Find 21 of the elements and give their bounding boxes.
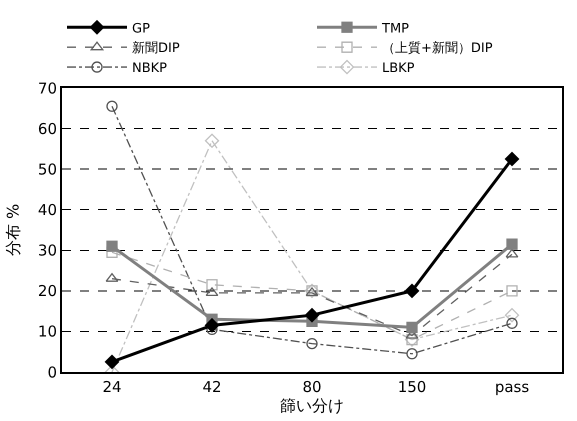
x-tick-label: 150 xyxy=(398,378,426,396)
y-tick-label: 70 xyxy=(38,79,57,98)
y-tick-label: 50 xyxy=(38,160,57,178)
y-tick-label: 40 xyxy=(38,200,57,219)
x-tick-label: 24 xyxy=(102,378,122,396)
legend-label: （上質+新聞）DIP xyxy=(382,41,493,56)
legend-label: NBKP xyxy=(132,61,168,76)
y-tick-label: 30 xyxy=(38,242,57,260)
y-tick-label: 20 xyxy=(38,282,57,300)
x-axis-title: 篩い分け xyxy=(280,396,344,415)
y-tick-label: 60 xyxy=(38,120,57,138)
legend-label: 新聞DIP xyxy=(132,41,180,56)
legend-label: GP xyxy=(132,21,150,36)
legend-label: TMP xyxy=(381,21,410,36)
y-tick-label: 10 xyxy=(38,322,57,341)
x-tick-label: 42 xyxy=(202,378,222,396)
y-axis-title: 分布 % xyxy=(3,204,22,256)
y-tick-label: 0 xyxy=(47,363,57,382)
legend-label: LBKP xyxy=(382,61,415,76)
x-tick-label: pass xyxy=(494,378,530,396)
x-tick-label: 80 xyxy=(302,378,322,396)
